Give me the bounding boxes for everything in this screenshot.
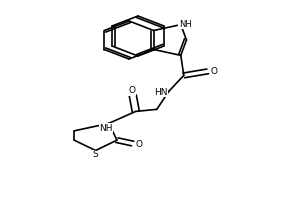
Text: O: O: [211, 67, 218, 76]
Text: O: O: [135, 140, 142, 149]
Text: HN: HN: [154, 88, 168, 97]
Text: S: S: [93, 150, 98, 159]
Text: NH: NH: [99, 124, 112, 133]
Text: O: O: [129, 86, 136, 95]
Text: NH: NH: [179, 20, 192, 29]
